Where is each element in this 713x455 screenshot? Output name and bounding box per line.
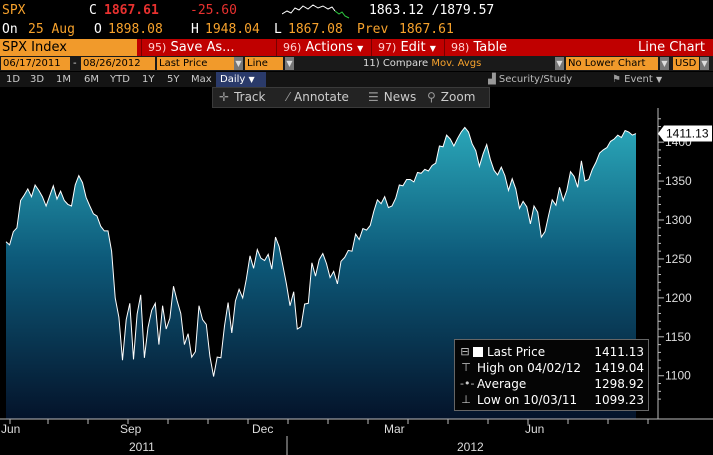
last-price: 1867.61 [104,3,159,18]
y-tick-label: 1350 [665,174,692,188]
annotate-button[interactable]: ⁄ Annotate [287,90,349,104]
chart-legend: ⊟ Last Price 1411.13 ⊤ High on 04/02/12 … [454,339,649,411]
high-marker-icon: ⊤ [461,361,471,374]
security-study-button[interactable]: ▟ Security/Study [488,74,573,85]
currency-select[interactable]: USD [673,57,699,70]
table-menu[interactable]: 98) Table [444,39,514,56]
period-1y[interactable]: 1Y [142,74,155,85]
average-marker-icon: -•- [460,377,475,390]
high-price: 1948.04 [205,22,260,37]
event-button[interactable]: ⚑ Event ▼ [612,74,663,85]
legend-row-last-price: ⊟ Last Price 1411.13 [460,344,644,361]
last-label: C [89,3,97,18]
collapse-icon[interactable]: ⊟ [460,345,470,358]
currency-dropdown-icon[interactable]: ▼ [700,57,709,70]
prev-label: Prev [357,22,389,37]
lower-chart-select[interactable]: No Lower Chart [566,57,658,70]
edit-menu[interactable]: 97) Edit ▼ [371,39,444,56]
high-label: H [191,22,199,37]
field-dropdown-icon[interactable]: ▼ [234,57,243,70]
prev-price: 1867.61 [399,22,454,37]
quote-date: 25 Aug [28,22,75,37]
x-month-label: Dec [252,422,273,436]
compare-control[interactable]: 11) Compare Mov. Avgs [363,58,482,69]
news-list-icon: ☰ [368,90,379,104]
price-line [5,126,637,377]
chevron-down-icon: ▼ [357,44,364,53]
legend-row-high: ⊤ High on 04/02/12 1419.04 [461,361,644,375]
legend-row-average: -•- Average 1298.92 [460,377,644,391]
chevron-down-icon: ▼ [248,75,255,84]
last-price-flag [658,125,712,142]
period-ytd[interactable]: YTD [110,74,130,85]
ticker-symbol: SPX [2,3,26,18]
period-1d[interactable]: 1D [6,74,21,85]
open-price: 1898.08 [108,22,163,37]
lower-chart-dropdown-icon[interactable]: ▼ [660,57,669,70]
y-tick-label: 1250 [665,252,692,266]
period-5y[interactable]: 5Y [167,74,180,85]
y-tick-label: 1200 [665,291,692,305]
chart-toolbar: ✛ Track ⁄ Annotate ☰ News ⚲ Zoom [212,87,490,108]
security-title[interactable]: SPX Index [0,39,137,56]
zoom-button[interactable]: ⚲ Zoom [427,90,476,104]
period-6m[interactable]: 6M [84,74,99,85]
chart-bars-icon: ▟ [488,74,496,85]
period-row: 1D 3D 1M 6M YTD 1Y 5Y Max Daily ▼ ▟ Secu… [0,72,713,87]
x-month-label: Jun [525,422,544,436]
end-date-field[interactable]: 08/26/2012 [81,57,155,70]
y-tick-label: 1300 [665,213,692,227]
x-month-label: Jun [1,422,20,436]
chevron-down-icon: ▼ [656,75,663,84]
x-year-label: 2011 [129,440,155,454]
track-button[interactable]: ✛ Track [219,90,266,104]
day-range: 1863.12 /1879.57 [369,3,495,18]
sparkline [282,4,350,19]
chevron-down-icon: ▼ [429,44,436,53]
low-marker-icon: ⊥ [461,393,471,406]
save-as-menu[interactable]: 95) Save As... [141,39,276,56]
magnifier-icon: ⚲ [427,90,436,104]
style-dropdown-icon[interactable]: ▼ [285,57,294,70]
x-month-label: Sep [120,422,142,436]
price-change: -25.60 [190,3,237,18]
period-3d[interactable]: 3D [30,74,45,85]
field-select[interactable]: Last Price [157,57,234,70]
legend-row-low: ⊥ Low on 10/03/11 1099.23 [461,393,644,407]
start-date-field[interactable]: 06/17/2011 [1,57,70,70]
style-select[interactable]: Line [245,57,283,70]
open-label: O [94,22,102,37]
controls-row: 06/17/2011 - 08/26/2012 Last Price ▼ Lin… [0,56,713,71]
period-1m[interactable]: 1M [56,74,71,85]
low-label: L [274,22,282,37]
news-button[interactable]: ☰ News [368,90,417,104]
quote-row-2: On 25 Aug O 1898.08 H 1948.04 L 1867.08 … [0,20,713,40]
compare-dropdown-icon[interactable]: ▼ [555,57,564,70]
chart-type-label: Line Chart [638,40,705,55]
y-tick-label: 1150 [665,330,691,344]
x-year-label: 2012 [457,440,484,454]
series-swatch [473,344,483,361]
date-label: On [2,22,18,37]
frequency-select[interactable]: Daily ▼ [216,72,266,87]
last-price-label: 1411.13 [666,126,709,140]
flag-icon: ⚑ [612,74,621,85]
menu-bar: SPX Index 95) Save As... 96) Actions ▼ 9… [0,39,713,56]
low-price: 1867.08 [288,22,343,37]
period-max[interactable]: Max [191,74,212,85]
y-tick-label: 1100 [665,369,691,383]
crosshair-icon: ✛ [219,90,230,104]
actions-menu[interactable]: 96) Actions ▼ [276,39,371,56]
quote-row-1: SPX C 1867.61 -25.60 1863.12 /1879.57 [0,0,713,22]
pencil-icon: ⁄ [287,90,290,104]
x-month-label: Mar [384,422,405,436]
date-separator: - [73,58,77,69]
